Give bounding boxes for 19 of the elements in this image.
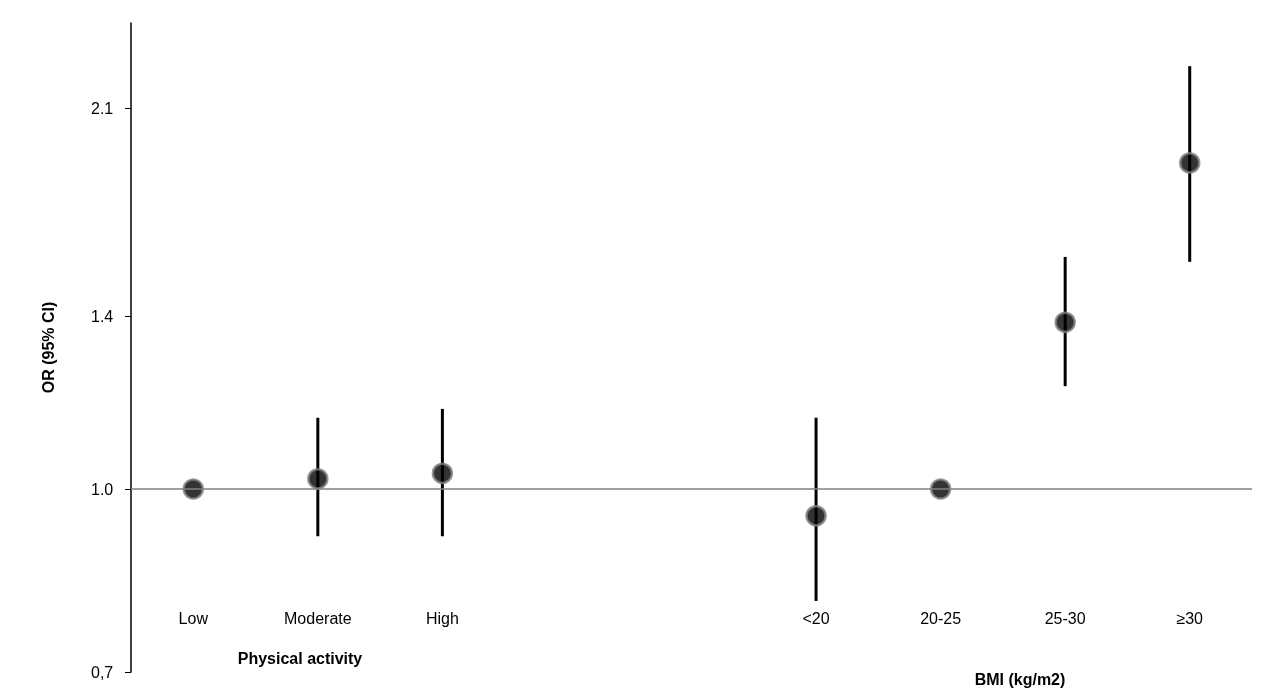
x-tick-label: 25-30 bbox=[1044, 609, 1086, 627]
annotation: Physical activity bbox=[237, 649, 363, 667]
annotation: BMI (kg/m2) bbox=[974, 670, 1066, 688]
x-tick-label: 20-25 bbox=[920, 609, 962, 627]
y-tick-label: 1.4 bbox=[91, 307, 114, 325]
x-tick-label: <20 bbox=[802, 609, 830, 627]
point bbox=[307, 468, 329, 490]
point bbox=[1178, 152, 1201, 174]
x-tick-label: ≥30 bbox=[1176, 609, 1204, 627]
y-tick-label: 1.0 bbox=[91, 480, 114, 498]
x-tick-label: Moderate bbox=[284, 609, 352, 627]
point bbox=[1054, 311, 1076, 334]
point bbox=[805, 505, 827, 527]
x-tick-label: High bbox=[425, 609, 459, 627]
y-axis-title: OR (95% CI) bbox=[39, 301, 57, 394]
y-tick-label: 2.1 bbox=[91, 99, 114, 117]
point bbox=[431, 462, 454, 485]
x-tick-label: Low bbox=[178, 609, 209, 627]
y-tick-label: 0,7 bbox=[91, 663, 114, 681]
